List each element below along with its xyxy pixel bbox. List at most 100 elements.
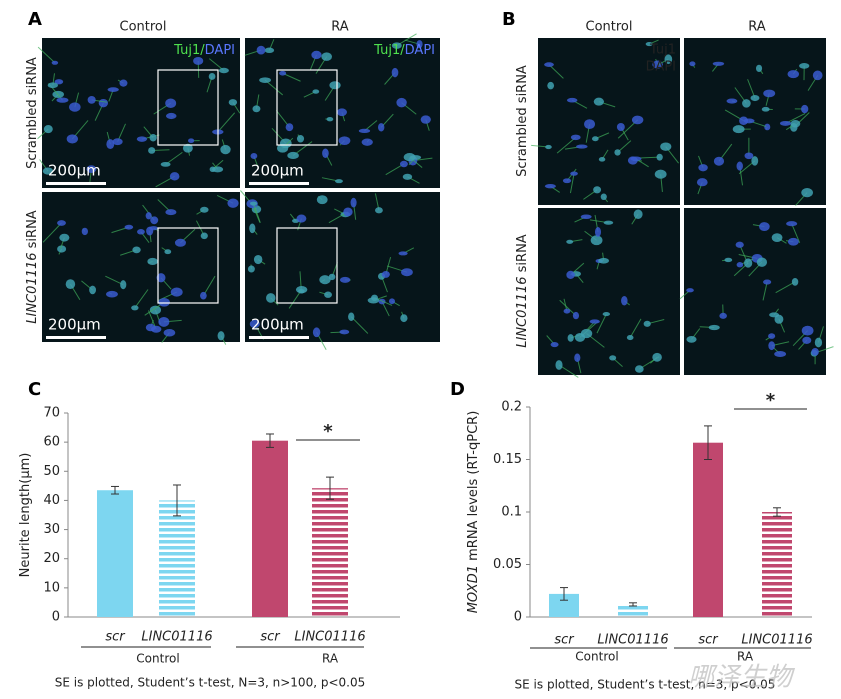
cell [566, 239, 574, 244]
cell [279, 70, 287, 76]
neurite [548, 64, 564, 79]
cell [756, 257, 768, 267]
cell [147, 257, 158, 265]
cell [149, 134, 157, 142]
inset-box [157, 69, 219, 146]
bar [618, 604, 648, 617]
cell [566, 97, 578, 103]
cell [686, 288, 694, 293]
neurite [747, 79, 756, 99]
neurite [105, 275, 124, 286]
cell [312, 89, 320, 94]
cell [66, 134, 78, 144]
cell [165, 209, 177, 216]
cell [56, 97, 69, 103]
scale-bar [249, 336, 309, 339]
cell [735, 241, 744, 248]
cell [598, 257, 610, 264]
cell [57, 245, 67, 253]
cell [764, 123, 771, 131]
cell [547, 81, 555, 90]
cell [545, 144, 552, 150]
error-bar [629, 602, 637, 607]
cell [743, 118, 755, 124]
cell [112, 138, 123, 146]
cell [164, 249, 172, 255]
cell [106, 139, 115, 150]
cell [562, 178, 572, 184]
cell [132, 246, 141, 254]
cell [763, 279, 772, 285]
cell [59, 233, 70, 242]
cell [744, 258, 753, 268]
cell [600, 193, 607, 201]
y-tick-label: 20 [43, 551, 60, 566]
cell [148, 147, 156, 154]
cell [378, 123, 385, 132]
micrograph [538, 208, 680, 378]
cell [285, 123, 294, 132]
neurite [253, 203, 261, 224]
neurite [282, 72, 301, 82]
scale-bar-label: 200μm [48, 162, 101, 180]
x-tick-label: LINC01116 [741, 633, 812, 648]
cell [247, 265, 255, 273]
y-axis-label-part: MOXD1 [466, 565, 481, 613]
cell [736, 161, 743, 171]
cell [779, 120, 792, 126]
scale-bar [249, 182, 309, 185]
neurite [639, 156, 660, 159]
cell [193, 57, 204, 65]
cell [630, 156, 642, 162]
x-tick-label: LINC01116 [294, 630, 365, 645]
cell [160, 161, 171, 167]
cell [169, 172, 180, 181]
cell [398, 251, 408, 256]
cell [391, 42, 402, 49]
cell [375, 207, 383, 214]
cell [799, 63, 810, 69]
cell [603, 220, 614, 225]
cell [86, 165, 97, 173]
cell [158, 297, 170, 307]
row-label-part: siRNA [25, 210, 40, 252]
cell [106, 290, 118, 298]
cell [343, 207, 353, 217]
cell [150, 325, 162, 333]
cell [570, 171, 578, 176]
cell [51, 60, 59, 65]
cell [149, 226, 158, 231]
bar [762, 512, 792, 617]
cell [145, 212, 152, 220]
cell [165, 112, 177, 120]
bar [252, 440, 288, 617]
cell [656, 153, 663, 161]
cell [311, 50, 322, 60]
chart-note: SE is plotted, Student’s t-test, N=3, n>… [55, 676, 365, 690]
cell [750, 94, 760, 102]
neurite [37, 46, 56, 64]
cell [249, 319, 260, 329]
cell [388, 298, 396, 305]
y-tick-label: 10 [43, 580, 60, 595]
bar [549, 593, 579, 617]
y-tick-label: 0 [514, 610, 522, 625]
micrograph [684, 38, 826, 206]
cell [396, 97, 407, 108]
error-bar [773, 507, 781, 517]
group-label: RA [322, 652, 339, 666]
cell [209, 166, 216, 173]
cell [621, 295, 628, 306]
row-label-part: LINC01116 [25, 252, 40, 323]
cell [689, 61, 696, 67]
x-tick-label: LINC01116 [597, 633, 668, 648]
cell [574, 353, 581, 363]
group-label: Control [136, 652, 179, 666]
column-header: RA [748, 20, 766, 35]
micrograph-bg [42, 192, 240, 342]
cell [54, 79, 64, 85]
y-tick-label: 50 [43, 464, 60, 479]
cell [329, 81, 341, 90]
cell [614, 149, 621, 156]
cell [791, 278, 799, 286]
